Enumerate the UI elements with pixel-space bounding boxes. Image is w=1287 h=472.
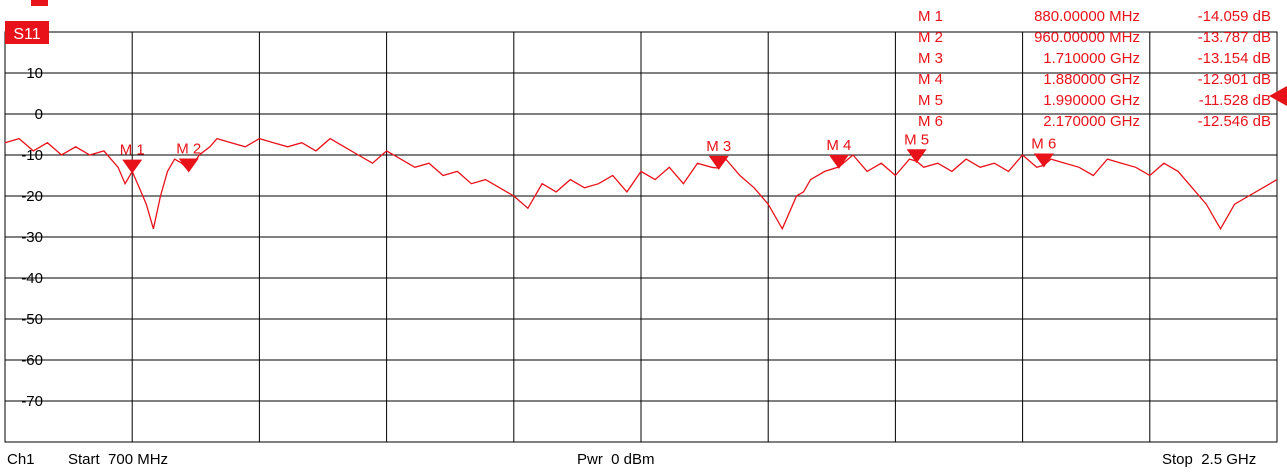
marker-triangles: M 1 M 2 M 3 M 4 M 5 M 6 bbox=[120, 131, 1056, 174]
stop-frequency: Stop 2.5 GHz bbox=[1162, 451, 1257, 468]
marker-triangle bbox=[828, 154, 849, 169]
y-tick-label: -70 bbox=[21, 393, 43, 410]
marker-readout-frequency: 1.710000 GHz bbox=[1043, 50, 1140, 67]
marker-readout-frequency: 2.170000 GHz bbox=[1043, 113, 1140, 130]
marker-readout-name: M 4 bbox=[918, 71, 943, 88]
y-tick-label: -40 bbox=[21, 270, 43, 287]
marker-label: M 6 bbox=[1031, 135, 1056, 152]
marker-readout-value: -12.901 dB bbox=[1198, 71, 1271, 88]
y-tick-label: 10 bbox=[26, 65, 43, 82]
reference-level-arrow-icon[interactable] bbox=[1269, 86, 1287, 106]
marker-readout-frequency: 960.00000 MHz bbox=[1034, 29, 1140, 46]
y-tick-labels: 10 0 -10 -20 -30 -40 -50 -60 -70 bbox=[21, 65, 56, 410]
marker-label: M 3 bbox=[706, 138, 731, 155]
marker-triangle bbox=[906, 149, 927, 164]
marker-triangle bbox=[122, 159, 143, 174]
start-frequency: Start 700 MHz bbox=[68, 451, 169, 468]
trace-label-box[interactable] bbox=[5, 21, 49, 44]
y-tick-label: -30 bbox=[21, 229, 43, 246]
y-tick-label: -50 bbox=[21, 311, 43, 328]
marker-label: M 4 bbox=[826, 137, 851, 154]
marker-label: M 2 bbox=[176, 141, 201, 158]
marker-readout-name: M 5 bbox=[918, 92, 943, 109]
marker-readout-value: -13.154 dB bbox=[1198, 50, 1271, 67]
y-tick-label: -20 bbox=[21, 188, 43, 205]
marker-label: M 5 bbox=[904, 131, 929, 148]
trace-label[interactable]: S11 bbox=[13, 26, 40, 43]
marker-label: M 1 bbox=[120, 142, 145, 159]
marker-readout-frequency: 1.880000 GHz bbox=[1043, 71, 1140, 88]
marker-readout-value: -14.059 dB bbox=[1198, 8, 1271, 25]
power-level: Pwr 0 dBm bbox=[577, 451, 655, 468]
marker-triangle bbox=[1033, 153, 1054, 168]
marker-readout-name: M 2 bbox=[918, 29, 943, 46]
marker-readout-name: M 1 bbox=[918, 8, 943, 25]
marker-triangle bbox=[178, 158, 199, 173]
marker-readout-name: M 6 bbox=[918, 113, 943, 130]
marker-readout-frequency: 880.00000 MHz bbox=[1034, 8, 1140, 25]
trace-tab-indicator bbox=[31, 0, 48, 6]
channel-label: Ch1 bbox=[7, 451, 35, 468]
marker-readout-value: -13.787 dB bbox=[1198, 29, 1271, 46]
marker-readout-name: M 3 bbox=[918, 50, 943, 67]
y-tick-label: 0 bbox=[35, 106, 43, 123]
marker-readout-value: -12.546 dB bbox=[1198, 113, 1271, 130]
y-tick-label: -60 bbox=[21, 352, 43, 369]
y-tick-label: -10 bbox=[21, 147, 43, 164]
plot-grid bbox=[4, 31, 1278, 443]
marker-readout-table: M 1 880.00000 MHz -14.059 dB M 2 960.00000 M… bbox=[918, 8, 1271, 130]
marker-triangle bbox=[708, 155, 729, 170]
marker-readout-frequency: 1.990000 GHz bbox=[1043, 92, 1140, 109]
marker-readout-value: -11.528 dB bbox=[1199, 92, 1271, 109]
